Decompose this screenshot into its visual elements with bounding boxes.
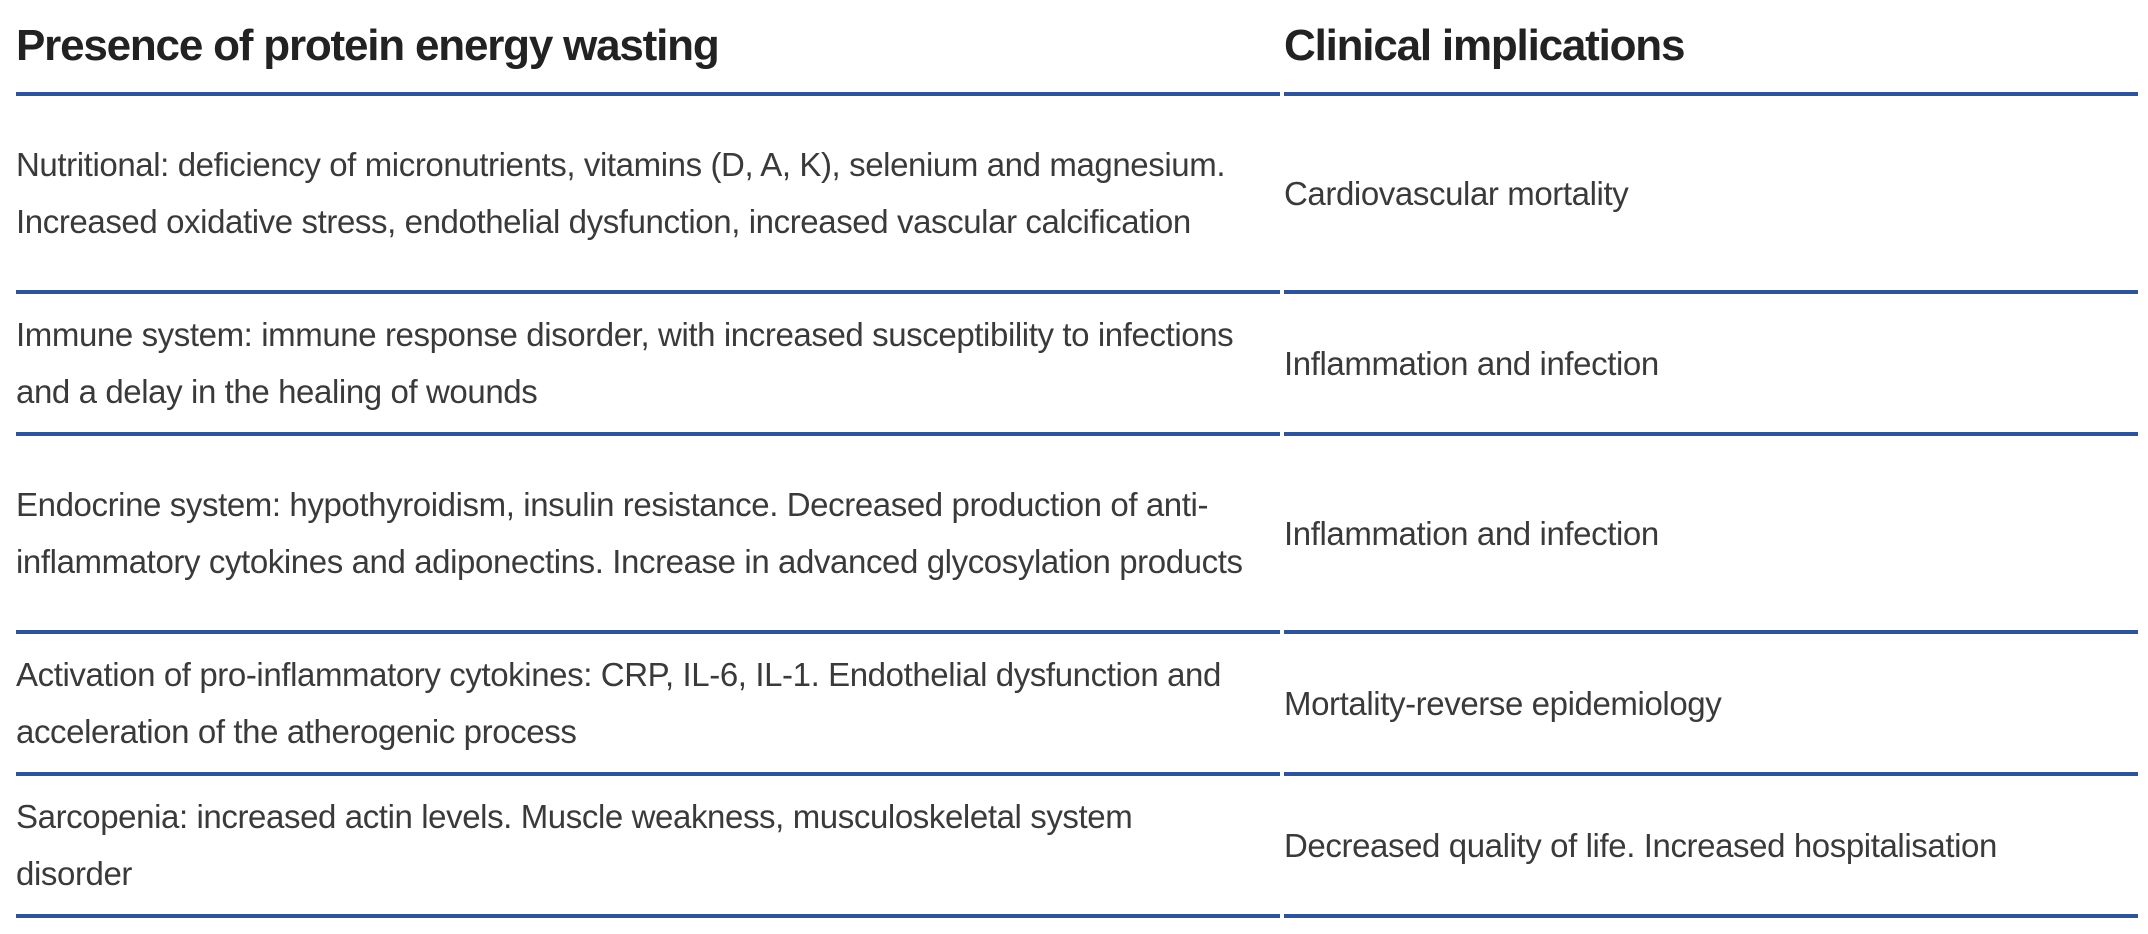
presence-cell: Sarcopenia: increased actin levels. Musc… (16, 776, 1280, 918)
implication-cell: Decreased quality of life. Increased hos… (1284, 776, 2138, 918)
implication-cell: Inflammation and infection (1284, 436, 2138, 634)
implication-cell: Cardiovascular mortality (1284, 96, 2138, 294)
implication-cell: Mortality-reverse epidemiology (1284, 634, 2138, 776)
presence-cell: Activation of pro-inflammatory cytokines… (16, 634, 1280, 776)
presence-cell: Nutritional: deficiency of micronutrient… (16, 96, 1280, 294)
column-header-implications: Clinical implications (1284, 0, 2138, 96)
column-header-presence: Presence of protein energy wasting (16, 0, 1280, 96)
presence-cell: Endocrine system: hypothyroidism, insuli… (16, 436, 1280, 634)
implication-cell: Inflammation and infection (1284, 294, 2138, 436)
pew-clinical-table: Presence of protein energy wasting Clini… (16, 0, 2138, 918)
presence-cell: Immune system: immune response disorder,… (16, 294, 1280, 436)
